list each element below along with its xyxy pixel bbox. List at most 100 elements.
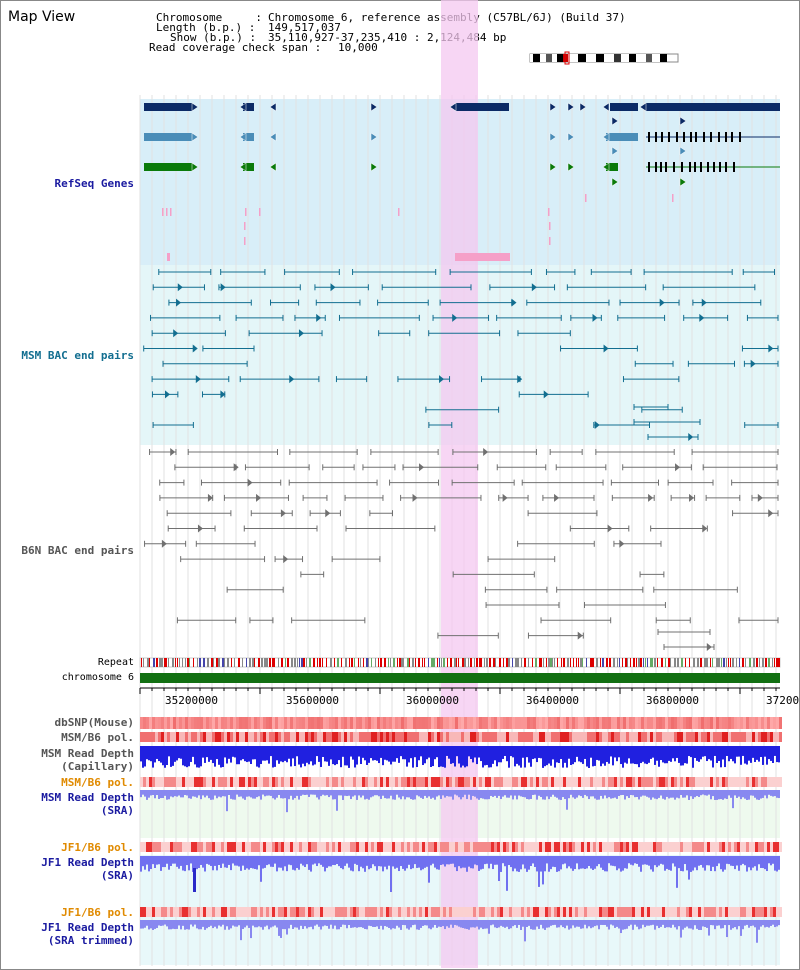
heat-cell (752, 717, 755, 729)
depth-bar (180, 746, 182, 759)
heat-cell (680, 732, 683, 742)
depth-bar (318, 920, 320, 927)
gene-block (243, 133, 254, 141)
bac-arrow (531, 283, 537, 292)
depth-bar (420, 856, 422, 871)
depth-bar (364, 746, 366, 761)
heat-cell (350, 717, 353, 729)
depth-bar (446, 856, 448, 865)
repeat-mark (341, 658, 342, 667)
depth-bar (154, 746, 156, 763)
heat-cell (152, 842, 155, 852)
depth-bar (260, 746, 262, 765)
depth-bar (302, 746, 304, 764)
depth-bar (646, 790, 648, 797)
heat-cell (245, 777, 248, 787)
heat-cell (200, 907, 203, 917)
heat-cell (467, 907, 470, 917)
heat-cell (770, 842, 773, 852)
heat-cell (512, 907, 515, 917)
heat-cell (452, 732, 455, 742)
depth-bar (256, 790, 258, 798)
heat-cell (560, 777, 563, 787)
heat-cell (227, 717, 230, 729)
depth-bar (290, 746, 292, 767)
depth-bar (176, 856, 178, 867)
depth-bar (530, 920, 532, 930)
depth-bar (654, 746, 656, 765)
heat-cell (680, 907, 683, 917)
depth-bar (726, 920, 728, 938)
depth-bar (334, 920, 336, 926)
heat-cell (230, 717, 233, 729)
heat-cell (266, 717, 269, 729)
depth-bar (456, 746, 458, 757)
heat-cell (767, 777, 770, 787)
depth-bar (662, 790, 664, 799)
depth-bar (372, 746, 374, 761)
repeat-mark (768, 658, 770, 667)
heat-cell (497, 842, 500, 852)
depth-bar (358, 746, 360, 757)
heat-cell (464, 732, 467, 742)
depth-bar (698, 746, 700, 762)
ideogram-band (596, 54, 604, 62)
depth-bar (742, 856, 744, 864)
heat-cell (212, 777, 215, 787)
depth-bar (624, 790, 626, 800)
heat-cell (176, 842, 179, 852)
heat-cell (140, 842, 143, 852)
exon-mark (703, 132, 705, 142)
heat-cell (602, 732, 605, 742)
repeat-mark (495, 658, 496, 667)
heat-cell (593, 907, 596, 917)
heat-cell (731, 907, 734, 917)
depth-bar (674, 856, 676, 867)
depth-bar (336, 746, 338, 765)
depth-bar (384, 746, 386, 760)
heat-cell (449, 907, 452, 917)
gene-arrow (549, 132, 557, 142)
depth-bar (334, 746, 336, 766)
depth-bar (404, 920, 406, 926)
depth-bar (720, 856, 722, 870)
repeat-mark (207, 658, 209, 667)
heat-cell (638, 717, 641, 729)
heat-cell (317, 842, 320, 852)
depth-bar (612, 856, 614, 866)
depth-bar (614, 746, 616, 758)
heat-cell (494, 777, 497, 787)
heat-cell (428, 777, 431, 787)
depth-bar (396, 920, 398, 926)
coverage-value: 10,000 (338, 41, 378, 54)
depth-bar (594, 920, 596, 927)
exon-mark (719, 162, 721, 172)
depth-bar (322, 856, 324, 867)
depth-bar (560, 746, 562, 760)
heat-cell (302, 907, 305, 917)
heat-cell (422, 732, 425, 742)
heat-cell (458, 717, 461, 729)
heat-cell (179, 907, 182, 917)
heat-cell (527, 907, 530, 917)
depth-bar (658, 920, 660, 929)
bac-arrow (757, 493, 763, 502)
repeat-mark (269, 658, 271, 667)
depth-bar (368, 920, 370, 926)
heat-cell (623, 777, 626, 787)
depth-bar (316, 920, 318, 925)
depth-bar (468, 856, 470, 867)
depth-bar (486, 746, 488, 765)
heat-cell (695, 717, 698, 729)
depth-bar (464, 920, 466, 929)
depth-bar (370, 790, 372, 798)
depth-bar (728, 790, 730, 796)
heat-cell (356, 777, 359, 787)
depth-bar (390, 746, 392, 765)
heat-cell (536, 777, 539, 787)
heat-cell (479, 717, 482, 729)
depth-bar (162, 856, 164, 868)
depth-bar (412, 746, 414, 768)
depth-bar (340, 856, 342, 869)
